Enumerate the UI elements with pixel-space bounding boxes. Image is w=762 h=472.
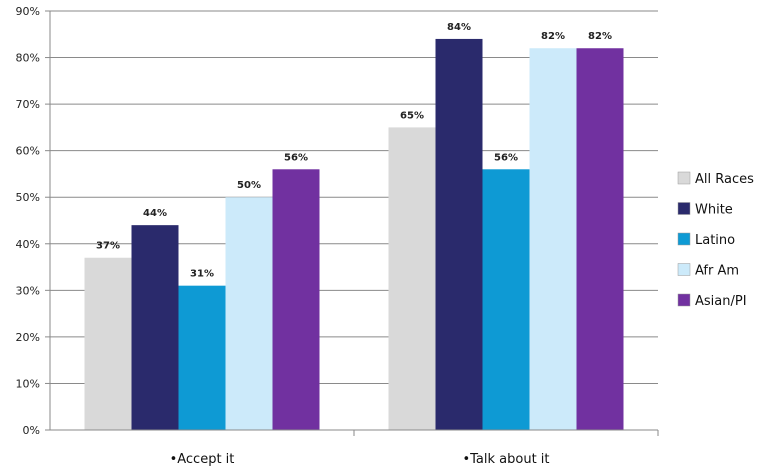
y-tick-label: 70% — [16, 98, 40, 111]
y-tick-label: 80% — [16, 52, 40, 65]
data-label: 65% — [400, 110, 424, 121]
legend-swatch — [677, 202, 691, 215]
data-label: 56% — [284, 152, 308, 163]
bar-asian-pi — [576, 48, 624, 430]
data-label: 50% — [237, 180, 261, 191]
bars — [84, 38, 624, 431]
legend-label: All Races — [695, 172, 754, 187]
legend-label: White — [695, 203, 733, 218]
y-tick-label: 0% — [23, 424, 40, 437]
legend-swatch — [677, 263, 691, 276]
legend-label: Afr Am — [695, 264, 739, 279]
data-label: 44% — [143, 208, 167, 219]
bar-white — [435, 38, 483, 430]
data-label: 56% — [494, 152, 518, 163]
bar-afr-am — [225, 197, 273, 430]
y-tick-label: 10% — [16, 377, 40, 390]
legend-swatch — [677, 171, 691, 185]
x-tick-label: •Talk about it — [462, 452, 549, 467]
bar-afr-am — [529, 48, 577, 430]
y-tick-label: 90% — [16, 5, 40, 18]
data-label: 37% — [96, 241, 120, 252]
data-label: 31% — [190, 269, 214, 280]
bar-all-races — [388, 127, 436, 430]
legend-label: Asian/PI — [695, 294, 747, 309]
data-labels: 37% 44% 31% 50% 56% 65% 84% 56% 82% 82% — [96, 22, 612, 280]
bar-all-races — [84, 257, 132, 430]
legend-label: Latino — [695, 233, 735, 248]
y-tick-label: 20% — [16, 331, 40, 344]
x-tick-label: •Accept it — [170, 452, 235, 467]
legend-swatch — [677, 293, 691, 307]
bar-asian-pi — [272, 169, 320, 431]
data-label: 84% — [447, 22, 471, 33]
y-tick-label: 40% — [16, 238, 40, 251]
y-tick-label: 30% — [16, 284, 40, 297]
data-label: 82% — [588, 31, 612, 42]
legend: All Races White Latino Afr Am Asian/PI — [677, 171, 754, 309]
legend-swatch — [677, 232, 691, 246]
y-axis: 0% 10% 20% 30% 40% 50% 60% 70% 80% 90% — [16, 5, 51, 437]
x-axis: •Accept it •Talk about it — [50, 429, 659, 467]
bar-latino — [178, 285, 226, 430]
data-label: 82% — [541, 31, 565, 42]
y-tick-label: 50% — [16, 191, 40, 204]
bar-white — [131, 225, 179, 430]
bar-latino — [482, 169, 530, 431]
y-tick-label: 60% — [16, 145, 40, 158]
